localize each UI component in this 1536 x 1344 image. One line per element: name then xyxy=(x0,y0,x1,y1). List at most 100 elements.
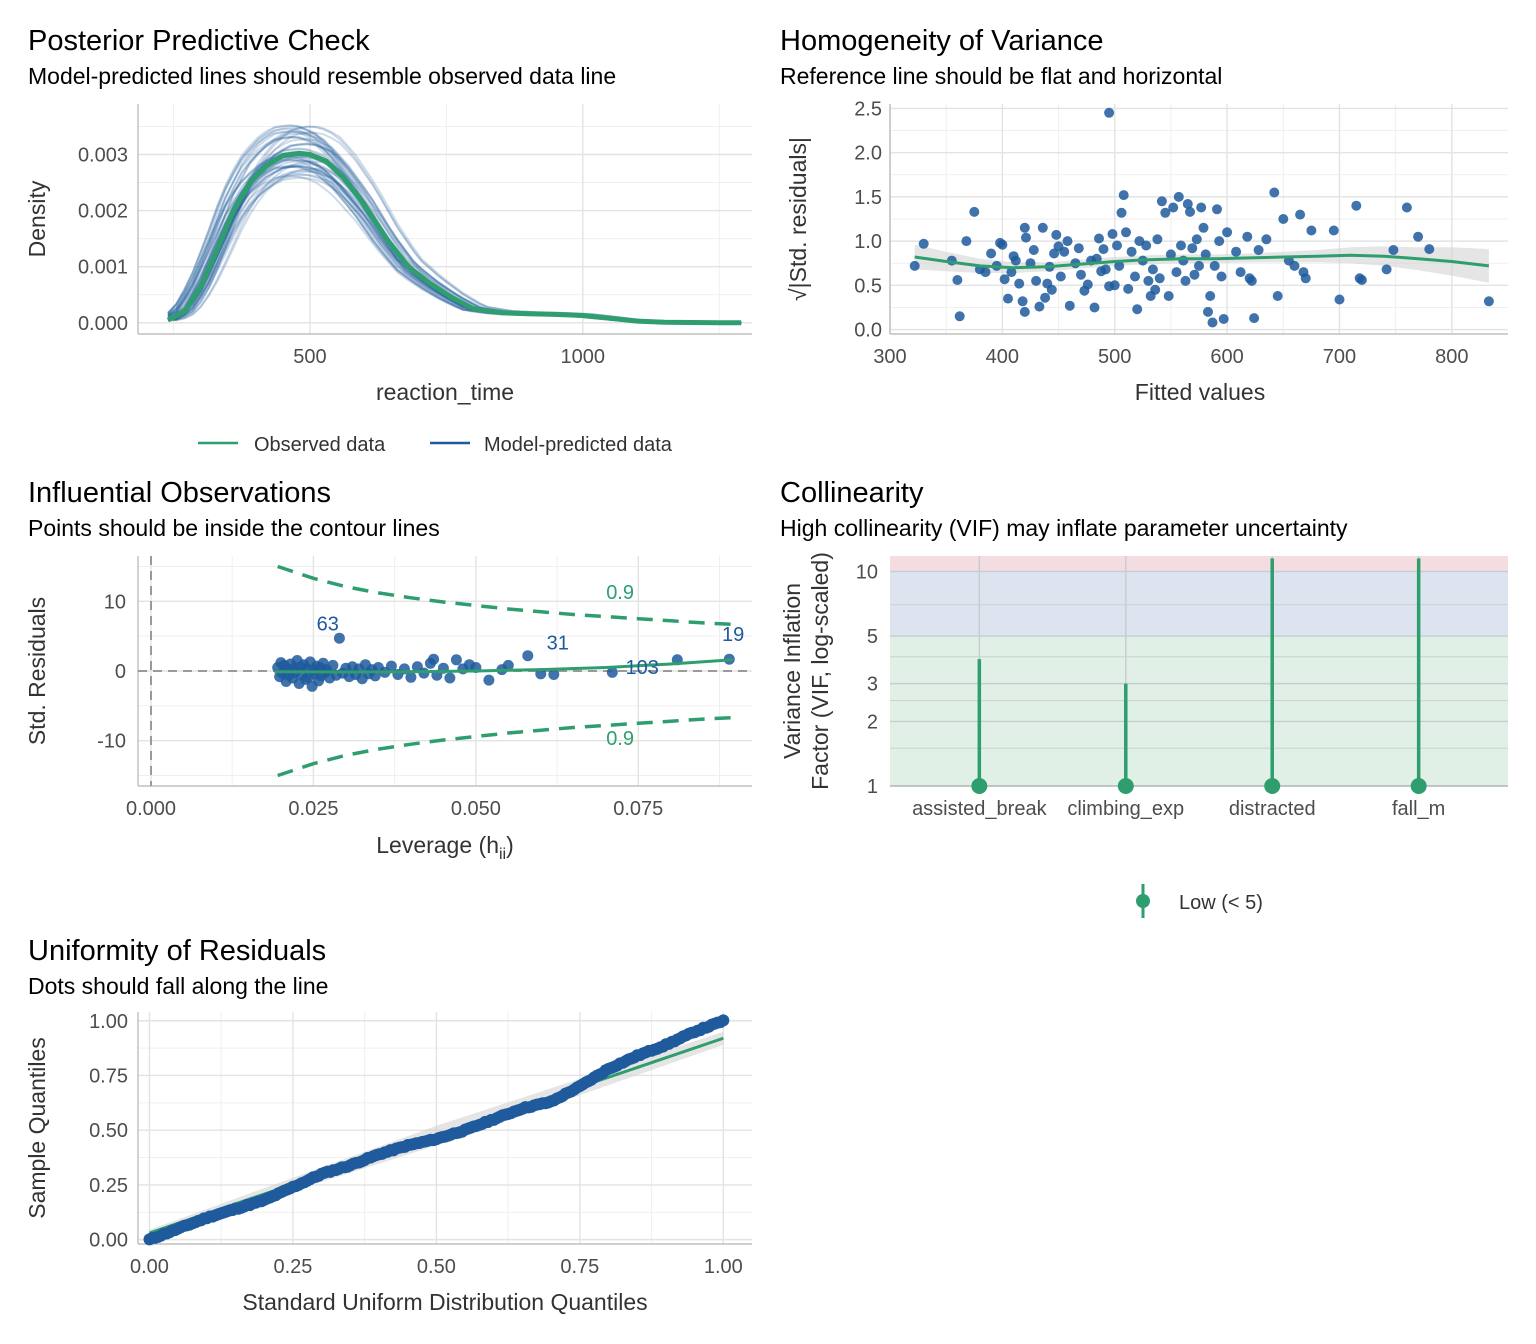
hov-point-128 xyxy=(1104,107,1115,118)
hov-point-115 xyxy=(1300,273,1311,284)
hov-point-113 xyxy=(1295,209,1306,220)
legend-observed-label: Observed data xyxy=(254,434,386,456)
hov-point-69 xyxy=(1150,284,1161,295)
hov-point-49 xyxy=(1098,244,1109,255)
infl-point-label-103: 103 xyxy=(626,657,659,679)
hov-point-60 xyxy=(1126,246,1137,257)
hov-point-41 xyxy=(1076,269,1086,280)
infl-point-69 xyxy=(606,666,618,678)
hov-point-15 xyxy=(1006,267,1017,278)
qq-panel: Uniformity of Residuals Dots should fall… xyxy=(24,935,752,1315)
coll-vif-point-distracted xyxy=(1264,778,1281,794)
hov-subtitle: Reference line should be flat and horizo… xyxy=(780,63,1222,89)
hov-x-tick-label-0: 300 xyxy=(873,346,906,368)
hov-point-35 xyxy=(1055,271,1066,282)
hov-point-80 xyxy=(1178,255,1189,266)
hov-point-106 xyxy=(1253,245,1264,255)
hov-point-85 xyxy=(1189,269,1200,280)
infl-x-tick-label-2: 0.050 xyxy=(451,798,501,820)
hov-point-77 xyxy=(1171,267,1182,278)
hov-point-24 xyxy=(1028,245,1039,255)
infl-point-32 xyxy=(327,659,339,671)
hov-point-3 xyxy=(952,275,963,285)
infl-point-58 xyxy=(444,672,456,684)
ppc-plot-area: 500 1000 0.000 0.001 0.002 0.003 xyxy=(78,104,752,368)
ppc-y-tick-label-3: 0.003 xyxy=(78,144,128,166)
hov-point-121 xyxy=(1356,275,1367,285)
hov-x-tick-label-5: 800 xyxy=(1435,346,1468,368)
hov-point-62 xyxy=(1132,304,1143,315)
ppc-title: Posterior Predictive Check xyxy=(28,25,370,57)
hov-point-86 xyxy=(1191,234,1202,245)
qq-subtitle: Dots should fall along the line xyxy=(28,973,328,999)
infl-y-tick-label-1: 0 xyxy=(115,661,126,683)
hov-point-61 xyxy=(1130,271,1140,282)
hov-point-50 xyxy=(1100,264,1111,275)
hov-point-6 xyxy=(969,206,980,217)
ppc-y-tick-label-1: 0.001 xyxy=(78,257,128,279)
hov-point-81 xyxy=(1180,275,1191,286)
hov-x-tick-label-1: 400 xyxy=(986,346,1019,368)
coll-y-tick-label-3: 5 xyxy=(867,626,878,648)
hov-point-28 xyxy=(1040,292,1051,303)
hov-y-tick-label-1: 0.5 xyxy=(854,275,882,297)
influential-y-axis-title: Std. Residuals xyxy=(24,597,50,745)
hov-point-75 xyxy=(1165,249,1176,260)
coll-y-tick-label-4: 10 xyxy=(856,561,878,583)
leverage-label-close: ) xyxy=(506,832,514,858)
infl-point-51 xyxy=(405,671,417,683)
hov-point-73 xyxy=(1160,207,1171,218)
infl-x-tick-label-1: 0.025 xyxy=(288,798,338,820)
collinearity-title: Collinearity xyxy=(780,477,924,509)
qq-y-tick-label-3: 0.75 xyxy=(89,1065,128,1087)
hov-x-tick-label-4: 700 xyxy=(1323,346,1356,368)
infl-contour-label-upper: 0.9 xyxy=(606,582,634,604)
hov-point-91 xyxy=(1203,306,1213,317)
hov-y-tick-label-4: 2.0 xyxy=(854,143,882,165)
hov-point-100 xyxy=(1231,246,1242,257)
hov-point-94 xyxy=(1209,260,1220,271)
hov-point-127 xyxy=(1483,296,1494,307)
hov-point-53 xyxy=(1109,280,1120,291)
hov-point-40 xyxy=(1073,243,1084,254)
infl-y-tick-label-0: -10 xyxy=(97,731,126,753)
hov-point-37 xyxy=(1062,236,1073,247)
hov-point-5 xyxy=(961,236,972,247)
influential-panel: Influential Observations Points should b… xyxy=(24,477,752,863)
infl-point-55 xyxy=(428,653,440,665)
infl-point-48 xyxy=(385,660,397,672)
hov-point-33 xyxy=(1051,229,1062,240)
qq-point-200 xyxy=(717,1014,730,1027)
collinearity-zone-moderate xyxy=(890,571,1508,637)
hov-point-76 xyxy=(1168,202,1179,213)
coll-y-tick-label-1: 2 xyxy=(867,711,878,733)
coll-vif-point-fall_m xyxy=(1410,778,1427,794)
hov-point-21 xyxy=(1019,306,1030,317)
hov-x-tick-label-2: 500 xyxy=(1098,346,1131,368)
hov-point-82 xyxy=(1182,199,1193,209)
ppc-y-tick-label-0: 0.000 xyxy=(78,313,128,335)
infl-point-label-31: 31 xyxy=(547,632,569,654)
legend-predicted-label: Model-predicted data xyxy=(484,434,673,456)
hov-point-20 xyxy=(1019,222,1030,233)
collinearity-panel: Collinearity High collinearity (VIF) may… xyxy=(779,477,1508,918)
hov-point-92 xyxy=(1205,291,1216,301)
hov-point-118 xyxy=(1334,294,1345,305)
hov-point-0 xyxy=(909,260,920,271)
qq-x-tick-label-2: 0.50 xyxy=(417,1256,456,1278)
hov-point-88 xyxy=(1196,202,1207,213)
qq-y-tick-label-1: 0.25 xyxy=(89,1175,128,1197)
hov-point-52 xyxy=(1107,229,1118,239)
infl-point-label-19: 19 xyxy=(722,624,744,646)
hov-y-axis-title: √|Std. residuals| xyxy=(785,137,811,301)
hov-panel: Homogeneity of Variance Reference line s… xyxy=(780,25,1508,405)
hov-title: Homogeneity of Variance xyxy=(780,25,1103,57)
qq-x-tick-label-3: 0.75 xyxy=(560,1256,599,1278)
hov-point-98 xyxy=(1218,314,1229,324)
hov-point-17 xyxy=(1010,255,1021,266)
hov-point-70 xyxy=(1152,234,1163,245)
hov-point-31 xyxy=(1046,284,1057,295)
hov-point-97 xyxy=(1216,271,1227,282)
hov-point-84 xyxy=(1187,243,1198,254)
coll-y-tick-label-0: 1 xyxy=(867,776,878,798)
